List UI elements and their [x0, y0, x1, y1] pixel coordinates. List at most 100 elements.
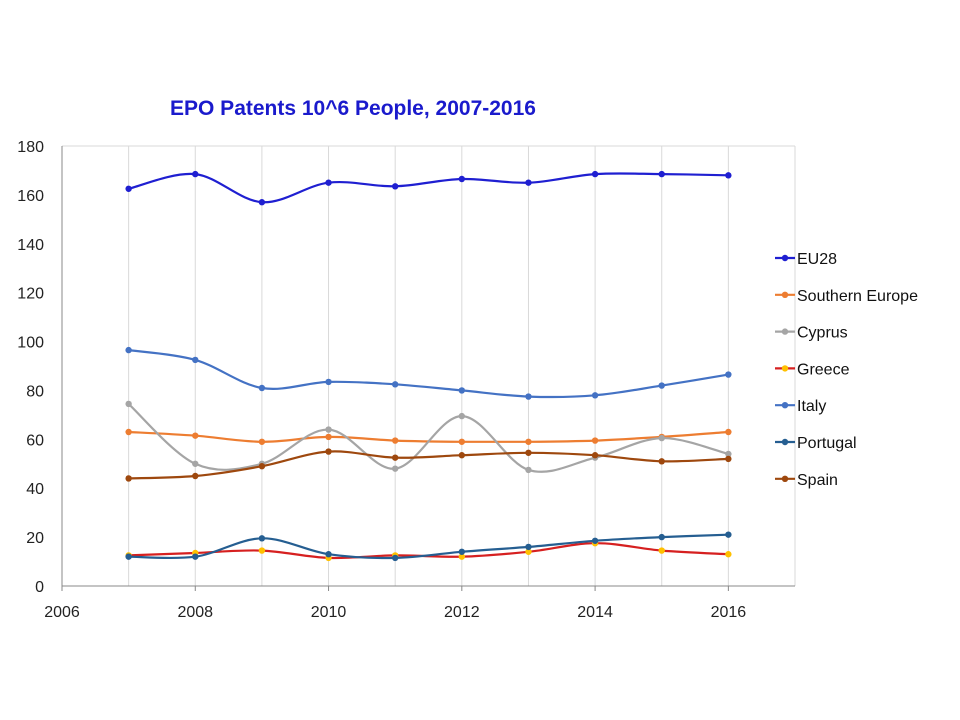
data-point-eu28 [658, 170, 665, 178]
data-point-italy [325, 378, 332, 386]
legend-swatch-marker [781, 402, 789, 409]
data-point-greece [725, 551, 732, 558]
data-point-portugal [658, 533, 665, 541]
legend-label: Portugal [797, 435, 857, 452]
legend-swatch-marker [781, 438, 789, 446]
legend-swatch-marker [781, 365, 789, 372]
data-point-portugal [525, 543, 532, 551]
data-point-spain [658, 458, 665, 465]
data-point-cyprus [658, 434, 665, 442]
data-point-cyprus [391, 465, 399, 472]
data-point-spain [725, 455, 732, 463]
data-point-southern-europe [258, 438, 266, 445]
data-point-italy [125, 346, 132, 354]
y-tick-label: 0 [35, 579, 44, 596]
data-point-spain [391, 454, 399, 461]
legend-swatch-marker [781, 475, 789, 482]
data-point-italy [725, 371, 732, 378]
data-point-southern-europe [591, 437, 599, 444]
data-point-spain [525, 449, 532, 456]
data-point-eu28 [192, 170, 199, 178]
series-line-italy [128, 349, 729, 399]
legend-item-southern-europe: Southern Europe [775, 288, 918, 305]
data-point-greece [458, 553, 466, 560]
x-tick-label: 2016 [711, 604, 747, 621]
data-point-italy [525, 393, 532, 400]
data-point-eu28 [258, 199, 266, 206]
x-tick-label: 2006 [44, 604, 80, 621]
series-spain [125, 448, 732, 482]
y-tick-label: 40 [26, 481, 44, 498]
legend-item-greece: Greece [775, 361, 850, 378]
data-point-southern-europe [125, 428, 132, 436]
grid [61, 145, 796, 586]
series-lines [125, 170, 732, 562]
legend-swatch-marker [781, 328, 789, 335]
x-tick-label: 2014 [577, 604, 613, 621]
series-line-eu28 [128, 172, 729, 204]
x-tick-label: 2010 [311, 604, 347, 621]
legend-item-spain: Spain [775, 472, 838, 489]
data-point-spain [192, 472, 199, 480]
y-tick-label: 120 [17, 286, 44, 303]
legend-label: Italy [797, 398, 826, 415]
data-point-eu28 [125, 185, 132, 192]
y-tick-label: 80 [26, 383, 44, 400]
data-point-greece [525, 548, 532, 555]
axes: 0 20 40 60 80 100 120 140 160 180 2006 2008 2010 2012… [17, 139, 795, 621]
legend-item-eu28: EU28 [775, 251, 837, 268]
data-point-eu28 [391, 183, 399, 190]
legend: EU28 Southern Europe Cyprus Greece Italy Port… [775, 251, 918, 489]
y-tick-label: 100 [17, 335, 44, 352]
y-tick-label: 180 [17, 139, 44, 156]
data-point-spain [591, 452, 599, 459]
x-tick-label: 2012 [444, 604, 480, 621]
data-point-eu28 [325, 179, 332, 186]
data-point-greece [658, 547, 665, 554]
data-point-cyprus [725, 450, 732, 458]
data-point-portugal [391, 554, 399, 562]
data-point-eu28 [591, 170, 599, 178]
series-eu28 [125, 170, 732, 206]
data-point-spain [125, 475, 132, 482]
legend-item-italy: Italy [775, 398, 826, 415]
data-point-cyprus [525, 466, 532, 474]
data-point-portugal [192, 553, 199, 560]
data-point-italy [458, 387, 466, 394]
series-portugal [125, 531, 732, 562]
legend-label: Greece [797, 361, 850, 378]
legend-item-portugal: Portugal [775, 435, 857, 452]
data-point-greece [258, 547, 266, 554]
legend-swatch-marker [781, 291, 789, 298]
data-point-eu28 [458, 175, 466, 183]
data-point-italy [658, 382, 665, 389]
data-point-portugal [258, 535, 266, 542]
legend-item-cyprus: Cyprus [775, 325, 848, 342]
legend-label: Spain [797, 472, 838, 489]
legend-label: Cyprus [797, 325, 848, 342]
legend-swatch-marker [781, 254, 789, 262]
data-point-spain [258, 463, 266, 470]
legend-label: EU28 [797, 251, 837, 268]
data-point-eu28 [525, 179, 532, 186]
data-point-portugal [725, 531, 732, 538]
data-point-southern-europe [391, 437, 399, 444]
series-line-portugal [128, 533, 729, 560]
data-point-eu28 [725, 172, 732, 179]
y-tick-label: 140 [17, 237, 44, 254]
data-point-portugal [125, 553, 132, 560]
legend-label: Southern Europe [797, 288, 918, 305]
series-line-spain [128, 450, 729, 480]
data-point-southern-europe [192, 432, 199, 439]
y-tick-label: 160 [17, 188, 44, 205]
data-point-spain [458, 452, 466, 459]
series-line-cyprus [127, 403, 729, 473]
data-point-cyprus [125, 400, 132, 408]
chart-title: EPO Patents 10^6 People, 2007-2016 [170, 97, 536, 120]
x-tick-label: 2008 [177, 604, 213, 621]
series-italy [125, 346, 732, 400]
data-point-southern-europe [458, 438, 466, 445]
data-point-cyprus [458, 412, 466, 420]
data-point-southern-europe [725, 428, 732, 436]
